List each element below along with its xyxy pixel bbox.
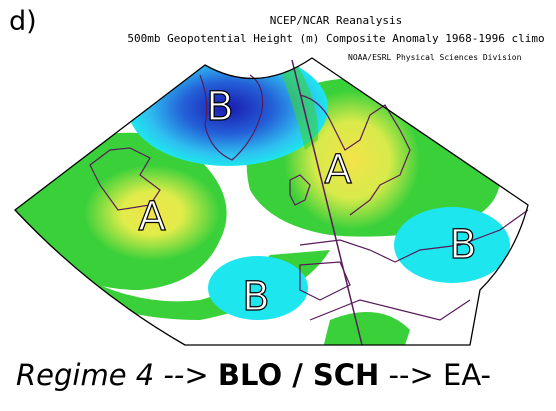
coastlines [89,74,529,321]
caption-prefix: Regime 4 --> [16,358,209,392]
negative-region-iberia [208,256,308,320]
coast-greenland [199,74,264,161]
title-line-1: NCEP/NCAR Reanalysis [269,14,403,27]
label-b-greenland: B [206,84,233,130]
negative-region-east [394,207,510,283]
credit-line: NOAA/ESRL Physical Sciences Division [348,53,522,62]
positive-core-atlantic [84,165,220,261]
label-a-scandinavia: A [324,147,352,193]
coast-europe-south [299,209,529,263]
anomaly-labels: B A A B B [138,83,478,320]
caption-bold: BLO / SCH [217,358,380,392]
coast-iberia [299,261,351,301]
title-line-2: 500mb Geopotential Height (m) Composite … [127,32,545,45]
panel-label: d) [9,6,37,37]
label-a-atlantic: A [138,194,166,240]
label-b-east: B [449,222,476,268]
meridian-line [291,59,363,346]
label-b-iberia: B [242,274,269,320]
map-sector [15,58,528,345]
coast-north-america [89,147,161,211]
coast-africa [309,299,471,321]
regime-caption: Regime 4 --> BLO / SCH --> EA- [16,358,491,392]
caption-suffix: --> EA- [388,358,491,392]
positive-band-med [320,312,410,345]
coast-british-isles [289,174,311,206]
coast-scandinavia [299,94,411,216]
map-frame [14,57,529,346]
